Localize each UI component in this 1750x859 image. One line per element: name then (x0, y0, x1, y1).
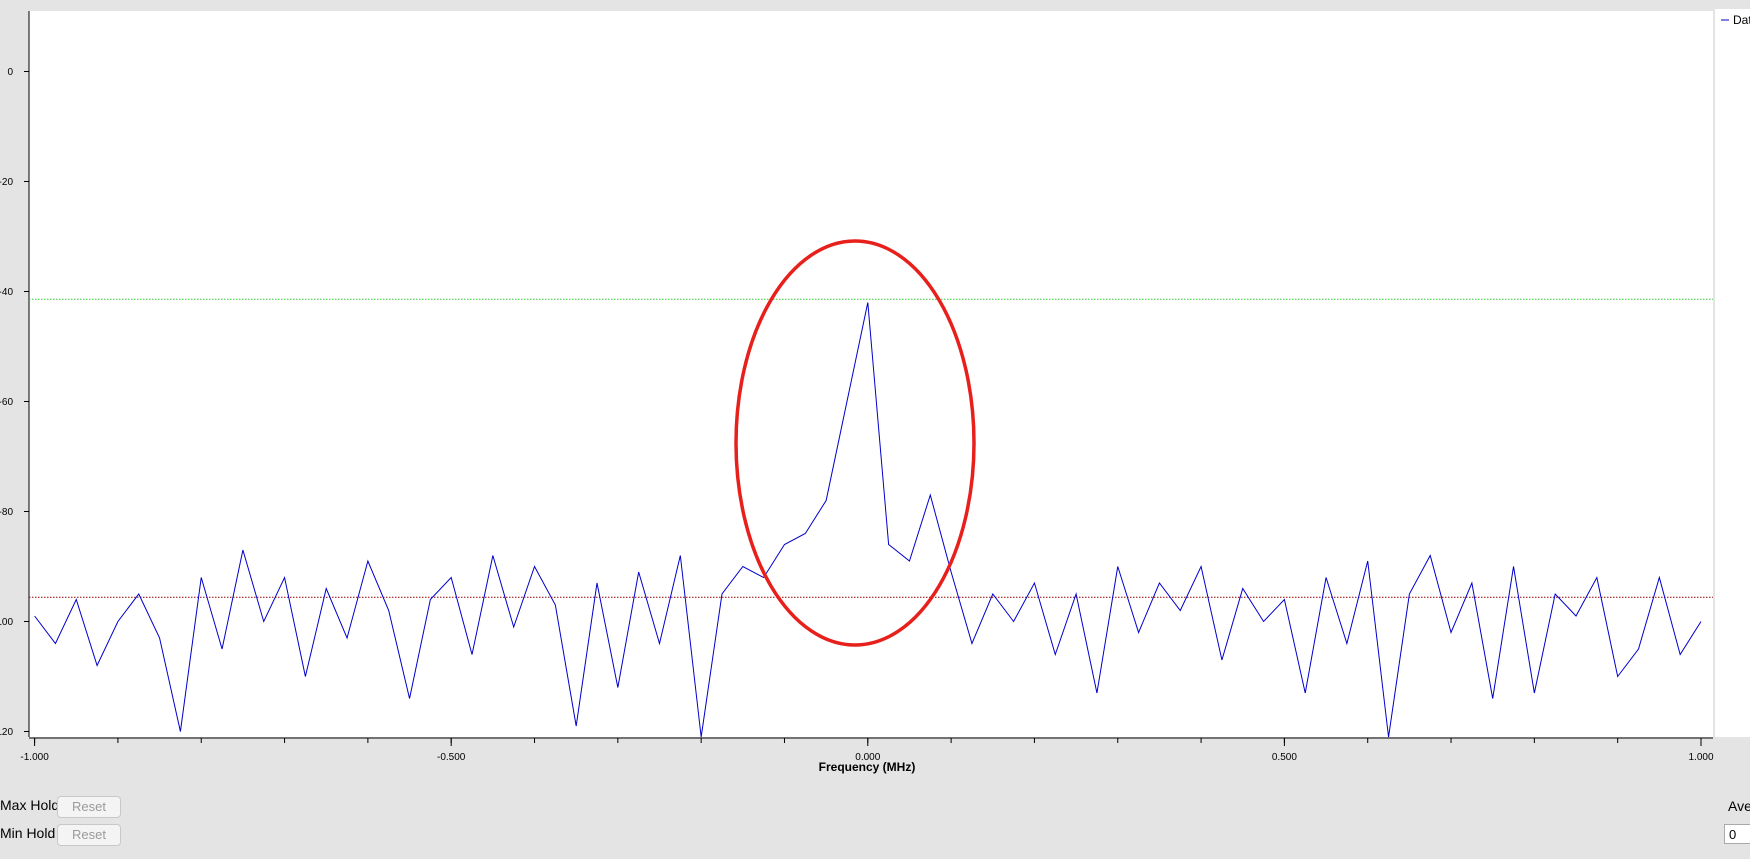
min-hold-label: Min Hold (0, 825, 56, 841)
x-axis-title: Frequency (MHz) (819, 760, 916, 774)
x-tick-label: -1.000 (20, 752, 49, 763)
y-tick-label: 0 (7, 67, 13, 78)
chart: Frequency (MHz) 0 -20 -40 -60 -80 -100 -120 -1.… (0, 9, 1750, 774)
average-input[interactable]: 0 (1724, 824, 1750, 844)
legend-label: Data 0 (1733, 13, 1750, 27)
x-tick-label: 0.500 (1272, 752, 1297, 763)
x-tick-label: 1.000 (1688, 752, 1713, 763)
y-tick-label: -100 (0, 617, 13, 628)
spectrum-line (34, 302, 1702, 738)
annotation-circle (734, 239, 976, 647)
y-tick-label: -40 (0, 287, 13, 298)
max-hold-label: Max Hold (0, 797, 60, 813)
legend-area (1715, 9, 1750, 737)
average-label: Average (1728, 798, 1750, 814)
y-tick-label: -80 (0, 507, 13, 518)
min-hold-reset-button[interactable]: Reset (57, 824, 121, 846)
x-tick-label: -0.500 (437, 752, 466, 763)
y-tick-label: -20 (0, 177, 13, 188)
y-tick-label: -120 (0, 727, 13, 738)
y-tick-label: -60 (0, 397, 13, 408)
max-hold-reset-button[interactable]: Reset (57, 796, 121, 818)
x-tick-label: 0.000 (855, 752, 880, 763)
plot-area (29, 11, 1713, 737)
